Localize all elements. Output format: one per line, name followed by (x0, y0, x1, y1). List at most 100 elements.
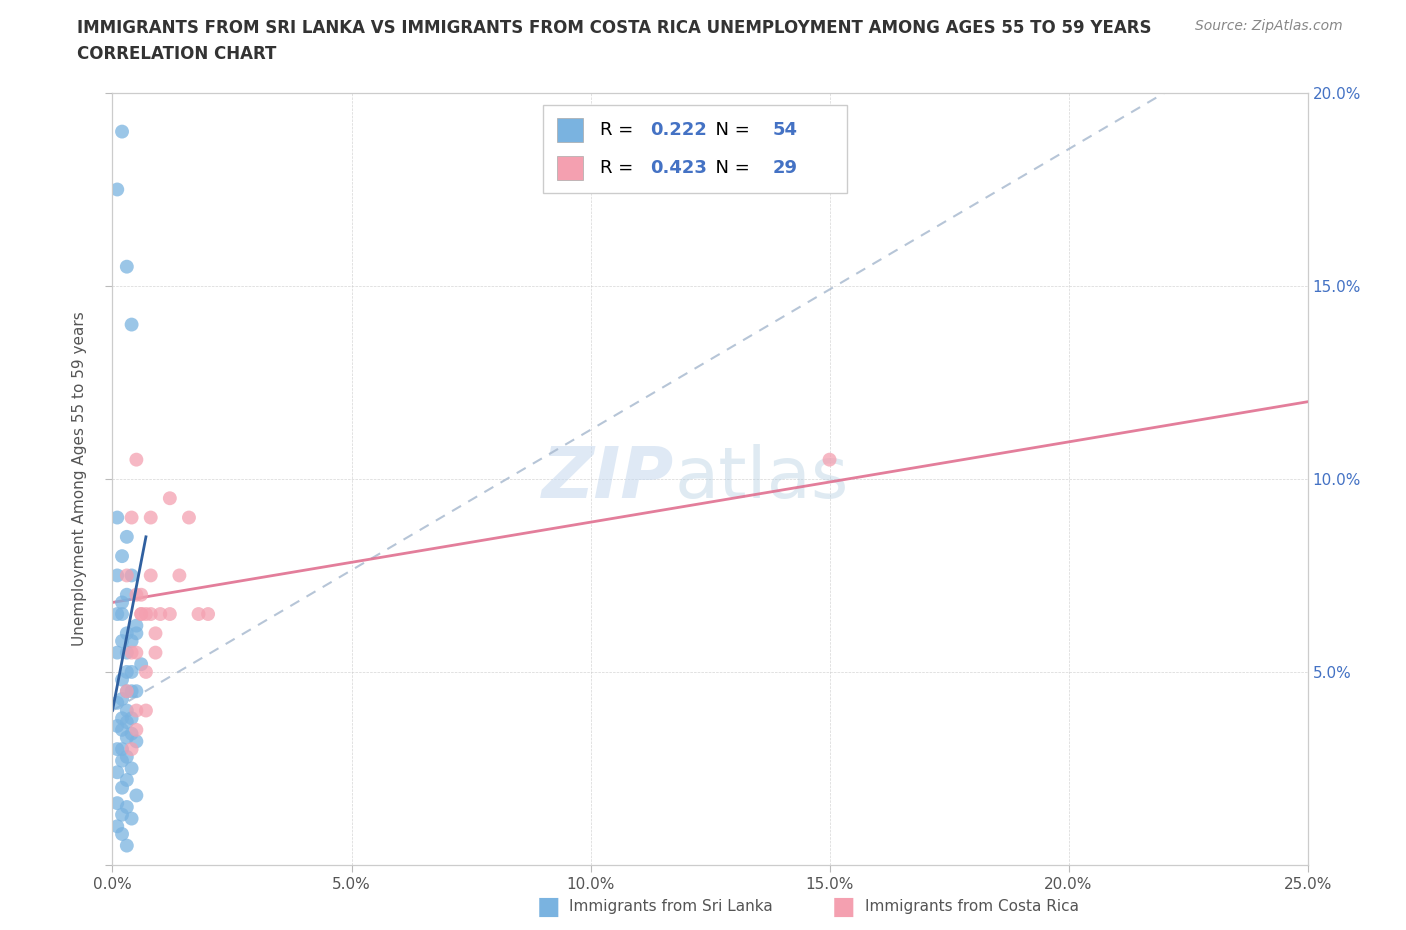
Point (105, 764, 128, 779)
Point (105, 606, 128, 621)
Point (115, 684, 138, 698)
Point (105, 742, 128, 757)
Point (115, 529, 138, 544)
Point (139, 606, 162, 621)
Point (115, 684, 138, 698)
FancyBboxPatch shape (557, 118, 583, 142)
Point (125, 684, 148, 698)
FancyBboxPatch shape (543, 104, 848, 193)
Text: ■: ■ (832, 895, 855, 919)
Point (121, 684, 143, 698)
Point (125, 588, 148, 603)
Point (111, 780, 134, 795)
Point (121, 665, 143, 680)
Point (115, 750, 138, 764)
Point (111, 742, 134, 757)
Point (121, 711, 143, 725)
Text: 54: 54 (772, 121, 797, 140)
Point (111, 672, 134, 687)
Y-axis label: Unemployment Among Ages 55 to 59 years: Unemployment Among Ages 55 to 59 years (72, 312, 87, 646)
Text: Source: ZipAtlas.com: Source: ZipAtlas.com (1195, 19, 1343, 33)
Point (111, 827, 134, 842)
Text: IMMIGRANTS FROM SRI LANKA VS IMMIGRANTS FROM COSTA RICA UNEMPLOYMENT AMONG AGES : IMMIGRANTS FROM SRI LANKA VS IMMIGRANTS … (77, 19, 1152, 36)
Point (105, 568, 128, 583)
Point (145, 626, 167, 641)
Point (111, 549, 134, 564)
Point (121, 511, 143, 525)
Text: CORRELATION CHART: CORRELATION CHART (77, 45, 277, 62)
Text: atlas: atlas (675, 445, 849, 513)
Text: Immigrants from Costa Rica: Immigrants from Costa Rica (865, 899, 1078, 914)
Point (135, 665, 157, 680)
Text: ■: ■ (537, 895, 560, 919)
Point (105, 719, 128, 734)
Point (125, 645, 148, 660)
Text: R =: R = (600, 121, 640, 140)
Point (159, 606, 181, 621)
Point (121, 811, 143, 826)
Text: ZIP: ZIP (541, 445, 675, 513)
Point (125, 723, 148, 737)
Point (135, 606, 157, 621)
Point (121, 317, 143, 332)
Point (139, 568, 162, 583)
Point (121, 742, 143, 757)
Point (111, 125, 134, 140)
Point (121, 568, 143, 583)
Point (115, 773, 138, 788)
Point (125, 452, 148, 467)
Point (129, 588, 152, 603)
Point (125, 734, 148, 749)
Point (111, 807, 134, 822)
Point (115, 568, 138, 583)
Point (111, 711, 134, 725)
Point (121, 726, 143, 741)
Point (121, 633, 143, 648)
Point (115, 730, 138, 745)
Point (129, 606, 152, 621)
Point (121, 761, 143, 776)
FancyBboxPatch shape (557, 155, 583, 180)
Point (111, 753, 134, 768)
Point (105, 511, 128, 525)
Point (105, 182, 128, 197)
Point (125, 618, 148, 633)
Point (139, 511, 162, 525)
Point (105, 696, 128, 711)
Text: Immigrants from Sri Lanka: Immigrants from Sri Lanka (569, 899, 773, 914)
Point (115, 588, 138, 603)
Point (125, 626, 148, 641)
Point (115, 665, 138, 680)
Text: 0.222: 0.222 (650, 121, 707, 140)
Point (125, 703, 148, 718)
Point (111, 595, 134, 610)
Point (115, 645, 138, 660)
Point (129, 606, 152, 621)
Point (177, 511, 200, 525)
Point (187, 606, 209, 621)
Point (145, 645, 167, 660)
Text: N =: N = (704, 121, 755, 140)
Point (115, 714, 138, 729)
Point (111, 723, 134, 737)
Point (105, 645, 128, 660)
Text: R =: R = (600, 159, 640, 177)
Text: N =: N = (704, 159, 755, 177)
Point (135, 703, 157, 718)
Text: 0.423: 0.423 (650, 159, 707, 177)
Point (115, 259, 138, 274)
Point (197, 606, 219, 621)
Point (105, 796, 128, 811)
Point (111, 606, 134, 621)
Point (111, 692, 134, 707)
Point (105, 819, 128, 834)
Point (129, 657, 152, 671)
Point (111, 633, 134, 648)
Point (115, 800, 138, 815)
Point (115, 838, 138, 853)
Point (818, 452, 841, 467)
Point (125, 788, 148, 803)
Point (159, 491, 181, 506)
Point (169, 568, 191, 583)
Point (115, 703, 138, 718)
